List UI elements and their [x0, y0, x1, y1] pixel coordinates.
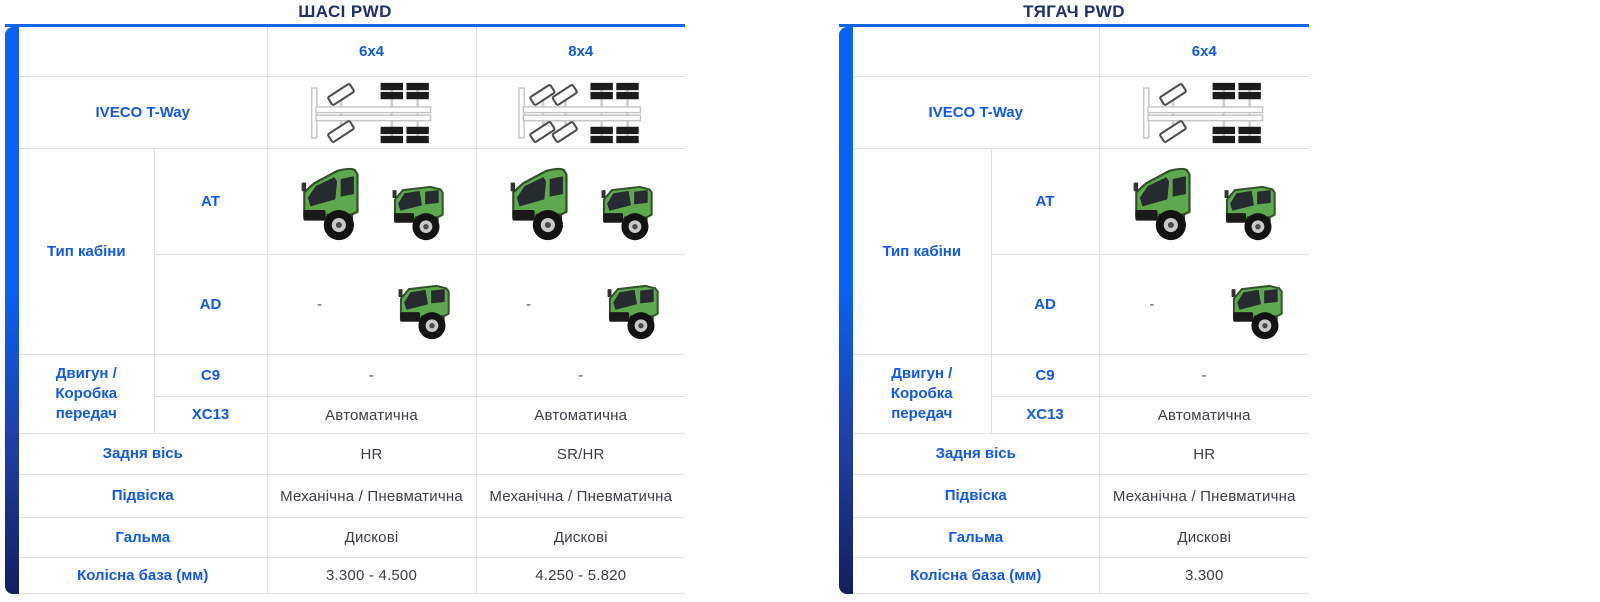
- row-label-xc13: XC13: [154, 396, 268, 434]
- chassis-table-box: 6x4 8x4 IVECO T-Way Тип кабіни AT: [5, 24, 685, 594]
- row-label-engine-gearbox: Двигун / Коробка передач: [19, 354, 155, 434]
- truck-cab-low-roof-icon: [592, 168, 662, 244]
- value-wheelbase-8x4: 4.250 - 5.820: [475, 557, 685, 594]
- chassis-spec-table: 6x4 8x4 IVECO T-Way Тип кабіни AT: [19, 27, 685, 594]
- truck-cab-high-roof-icon: [1123, 160, 1201, 244]
- column-header-6x4: 6x4: [266, 27, 477, 77]
- row-label-rear-axle: Задня вісь: [853, 433, 1100, 475]
- row-label-c9: C9: [990, 354, 1100, 397]
- column-header-6x4: 6x4: [1098, 27, 1309, 77]
- row-label-at: AT: [153, 148, 268, 255]
- truck-cab-low-roof-icon: [389, 267, 459, 343]
- truck-cab-low-roof-icon: [383, 168, 453, 244]
- row-label-ad: AD: [991, 254, 1100, 355]
- no-option-dash: -: [526, 296, 532, 313]
- row-label-ad: AD: [154, 254, 268, 355]
- axle-layout-6x4-icon: [266, 76, 477, 149]
- table-title-tractor: ТЯГАЧ PWD: [1023, 2, 1125, 21]
- value-suspension-6x4: Механічна / Пневматична: [266, 474, 477, 518]
- axle-layout-6x4-icon: [1098, 76, 1309, 149]
- cab-options-at-6x4: [266, 148, 477, 255]
- row-label-wheelbase: Колісна база (мм): [853, 557, 1100, 594]
- truck-cab-high-roof-icon: [500, 160, 578, 244]
- value-c9-6x4: -: [266, 354, 477, 397]
- tractor-table-box: 6x4 IVECO T-Way Тип кабіни AT AD: [839, 24, 1309, 594]
- value-wheelbase-6x4: 3.300: [1098, 557, 1309, 594]
- row-label-at: AT: [990, 148, 1100, 255]
- brand-label: IVECO T-Way: [853, 76, 1100, 149]
- value-rear-axle-6x4: HR: [266, 433, 477, 475]
- row-label-brakes: Гальма: [853, 517, 1100, 558]
- value-suspension-8x4: Механічна / Пневматична: [475, 474, 685, 518]
- no-option-dash: -: [1149, 296, 1155, 313]
- value-rear-axle-8x4: SR/HR: [475, 433, 685, 475]
- cab-options-ad-8x4: -: [475, 254, 685, 355]
- value-c9-6x4: -: [1098, 354, 1309, 397]
- row-label-engine-gearbox: Двигун / Коробка передач: [853, 354, 992, 434]
- tractor-spec-table: 6x4 IVECO T-Way Тип кабіни AT AD: [853, 27, 1309, 594]
- row-label-wheelbase: Колісна база (мм): [19, 557, 268, 594]
- value-xc13-6x4: Автоматична: [266, 396, 477, 434]
- truck-cab-low-roof-icon: [1222, 267, 1292, 343]
- value-xc13-6x4: Автоматична: [1098, 396, 1309, 434]
- cab-options-ad-6x4: -: [1098, 254, 1309, 355]
- row-label-cab-type: Тип кабіни: [853, 148, 992, 355]
- cab-options-at-8x4: [475, 148, 685, 255]
- row-label-c9: C9: [153, 354, 268, 397]
- corner-cell: [19, 27, 268, 77]
- brand-label: IVECO T-Way: [19, 76, 268, 149]
- accent-bar: [5, 27, 19, 594]
- value-brakes-6x4: Дискові: [266, 517, 477, 558]
- value-c9-8x4: -: [475, 354, 685, 397]
- row-label-suspension: Підвіска: [19, 474, 268, 518]
- row-label-xc13: XC13: [991, 396, 1100, 434]
- accent-bar: [839, 27, 853, 594]
- value-suspension-6x4: Механічна / Пневматична: [1098, 474, 1309, 518]
- axle-layout-8x4-icon: [475, 76, 685, 149]
- value-wheelbase-6x4: 3.300 - 4.500: [266, 557, 477, 594]
- truck-cab-high-roof-icon: [291, 160, 369, 244]
- row-label-suspension: Підвіска: [853, 474, 1100, 518]
- no-option-dash: -: [317, 296, 322, 313]
- chassis-pwd-card: ШАСІ PWD 6x4 8x4 IVECO T-Way Тип кабіни …: [5, 2, 685, 594]
- row-label-cab-type: Тип кабіни: [19, 148, 155, 355]
- value-brakes-8x4: Дискові: [475, 517, 685, 558]
- corner-cell: [853, 27, 1100, 77]
- truck-cab-low-roof-icon: [598, 267, 668, 343]
- value-xc13-8x4: Автоматична: [475, 396, 685, 434]
- value-brakes-6x4: Дискові: [1098, 517, 1309, 558]
- row-label-brakes: Гальма: [19, 517, 268, 558]
- cab-options-at-6x4: [1098, 148, 1309, 255]
- column-header-8x4: 8x4: [475, 27, 685, 77]
- tractor-pwd-card: ТЯГАЧ PWD 6x4 IVECO T-Way Тип кабіни AT: [839, 2, 1309, 594]
- table-title-chassis: ШАСІ PWD: [298, 2, 392, 21]
- row-label-rear-axle: Задня вісь: [19, 433, 268, 475]
- cab-options-ad-6x4: -: [266, 254, 477, 355]
- truck-cab-low-roof-icon: [1215, 168, 1285, 244]
- value-rear-axle-6x4: HR: [1098, 433, 1309, 475]
